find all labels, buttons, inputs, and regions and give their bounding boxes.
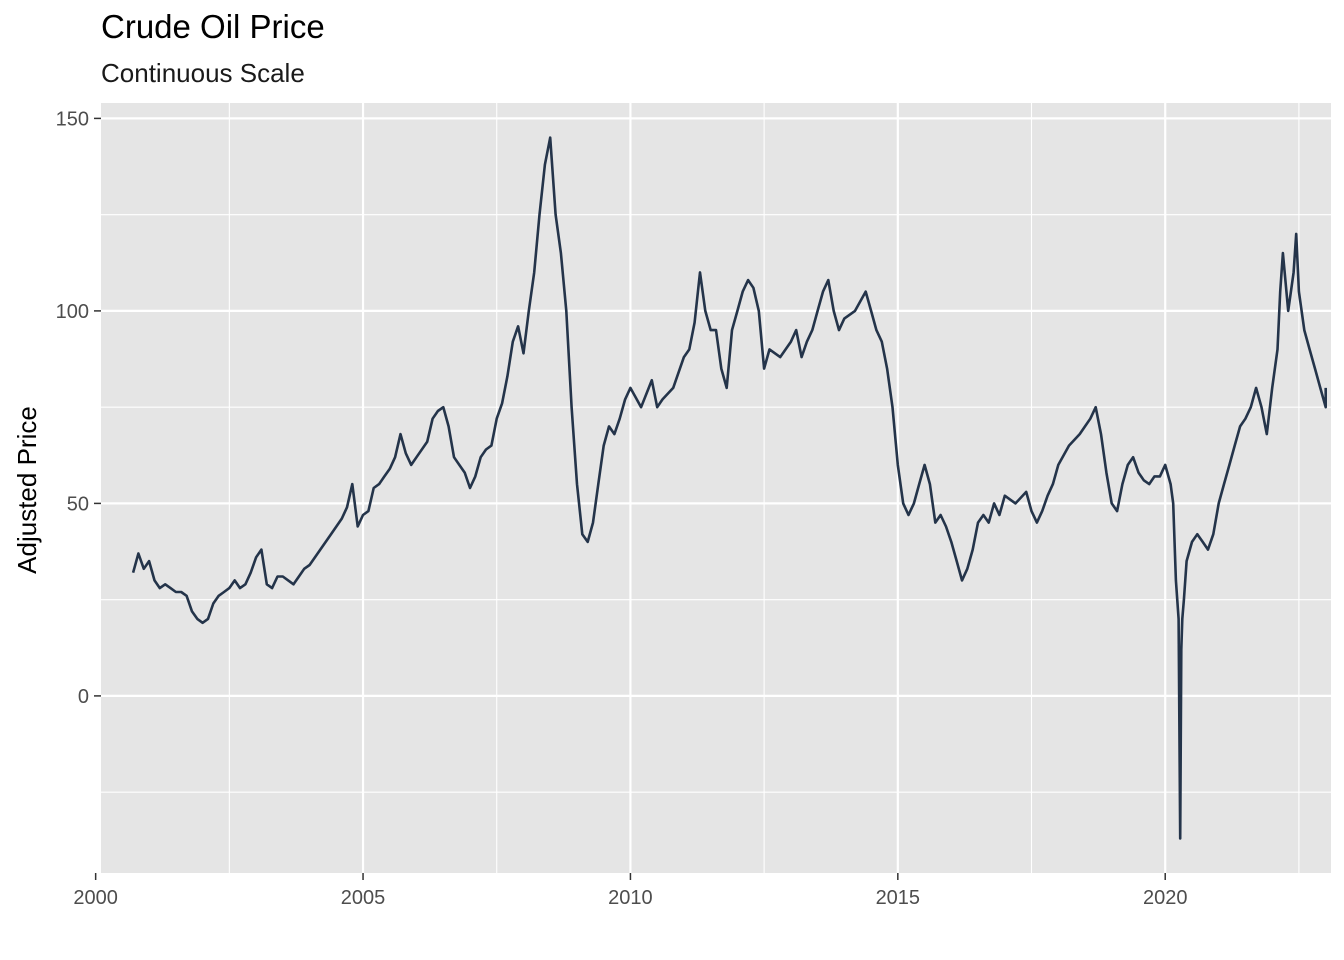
x-tick-label: 2000 (73, 887, 118, 909)
x-tick-label: 2020 (1143, 887, 1188, 909)
x-tick-label: 2005 (341, 887, 386, 909)
x-tick-label: 2010 (608, 887, 653, 909)
x-axis: 2000 2005 2010 2015 2020 (73, 873, 1187, 909)
series-line (131, 136, 1327, 840)
y-axis: 0 50 100 150 (56, 108, 101, 708)
x-tick-label: 2015 (876, 887, 921, 909)
y-tick-label: 50 (67, 493, 89, 515)
y-tick-label: 100 (56, 301, 89, 323)
y-tick-label: 0 (78, 686, 89, 708)
y-tick-label: 150 (56, 108, 89, 130)
gridlines (94, 103, 1331, 873)
plot-panel (101, 103, 1331, 873)
chart-title: Crude Oil Price (101, 8, 325, 45)
chart-subtitle: Continuous Scale (101, 58, 305, 88)
y-axis-title: Adjusted Price (12, 406, 42, 574)
